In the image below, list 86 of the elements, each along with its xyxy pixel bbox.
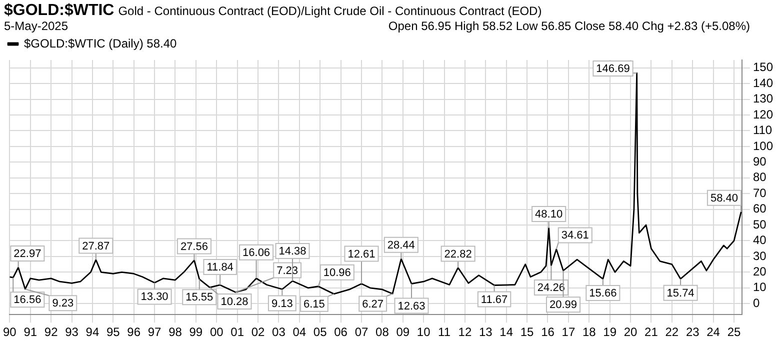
x-tick-label: 90 [2,325,17,340]
y-tick-label: 90 [752,154,767,168]
x-tick-label: 96 [127,325,141,340]
y-tick-label: 150 [752,60,774,74]
annotation: 27.87 [82,240,110,252]
x-tick-label: 00 [210,325,224,340]
y-tick-label: 60 [752,202,767,216]
annotation: 16.06 [242,246,270,259]
y-tick-label: 10 [752,280,767,294]
x-tick-label: 18 [582,325,596,340]
y-tick-label: 100 [752,138,774,153]
annotation: 15.74 [666,287,694,300]
annotation: 58.40 [710,192,738,204]
annotation: 146.69 [596,63,630,76]
annotation: 24.26 [537,282,565,294]
x-tick-label: 95 [106,325,120,340]
x-tick-label: 11 [438,325,451,340]
x-tick-label: 15 [520,325,534,340]
annotation: 27.56 [180,240,208,253]
x-tick-label: 17 [562,325,576,340]
y-tick-label: 50 [752,217,767,232]
legend-label: $GOLD:$WTIC (Daily) 58.40 [24,36,178,50]
y-tick-label: 110 [752,123,772,138]
annotation: 9.23 [52,298,74,310]
x-tick-label: 07 [354,325,368,340]
text: 5-May-2025 [4,19,68,33]
chart-title: $GOLD:$WTIC [4,2,114,19]
x-tick-label: 91 [24,325,38,340]
x-tick-label: 16 [541,325,555,340]
x-tick-label: 04 [292,325,306,340]
x-tick-label: 02 [251,325,266,340]
x-tick-label: 13 [478,325,493,340]
annotation: 10.28 [220,296,248,308]
x-tick-label: 10 [416,325,431,340]
x-tick-label: 25 [727,325,741,340]
annotation: 12.61 [348,248,376,260]
chart-subtitle: Gold - Continuous Contract (EOD)/Light Crude Oil - Continuous Contract (EOD) [118,4,542,18]
x-tick-label: 97 [148,325,162,340]
y-tick-label: 30 [752,248,767,263]
x-tick-label: 09 [396,325,410,340]
x-tick-label: 08 [376,325,390,340]
x-tick-label: 14 [500,325,514,340]
annotation: 11.67 [480,294,508,306]
x-tick-label: 01 [230,325,244,340]
y-tick-label: 140 [752,76,774,90]
annotation: 15.66 [589,288,617,300]
annotation: 10.96 [323,266,351,279]
annotation: 15.55 [186,292,214,304]
annotation: 6.27 [362,298,384,310]
annotation: 34.61 [561,230,589,242]
annotation: 22.82 [444,248,472,260]
annotation: 7.23 [276,264,298,277]
x-tick-label: 20 [624,325,638,340]
x-tick-label: 03 [272,325,286,340]
y-tick-label: 130 [752,92,774,106]
x-tick-label: 06 [334,325,348,340]
y-tick-label: 0 [752,296,760,310]
y-tick-label: 70 [752,186,767,200]
x-tick-label: 19 [603,325,617,340]
x-tick-label: 24 [706,325,720,340]
annotation: 9.13 [271,298,293,310]
y-tick-label: 120 [752,107,774,122]
x-tick-label: 05 [313,325,328,340]
x-tick-label: 22 [665,325,679,340]
annotation: 28.44 [387,239,415,252]
annotation: 6.15 [303,298,325,310]
y-tick-label: 20 [752,264,767,278]
x-tick-label: 21 [644,325,658,340]
annotation: 13.30 [140,291,168,304]
annotation: 48.10 [535,208,563,221]
x-tick-label: 92 [44,325,58,340]
y-tick-label: 80 [752,170,767,184]
x-tick-label: 94 [86,325,100,340]
annotation: 20.99 [550,299,578,312]
x-tick-label: 98 [168,325,182,340]
annotation: 22.97 [14,248,42,260]
x-tick-label: 93 [65,325,79,340]
text: Open 56.95 High 58.52 Low 56.85 Close 58.40 Chg +2.83 (+5.08%) [388,19,750,33]
annotation: 16.56 [14,294,42,306]
x-tick-label: 12 [458,325,472,340]
annotation: 11.84 [206,262,234,274]
x-tick-label: 23 [686,325,700,340]
annotation: 14.38 [278,246,306,258]
annotation: 12.63 [398,300,426,312]
x-tick-label: 99 [189,325,203,340]
y-tick-label: 40 [752,233,767,248]
